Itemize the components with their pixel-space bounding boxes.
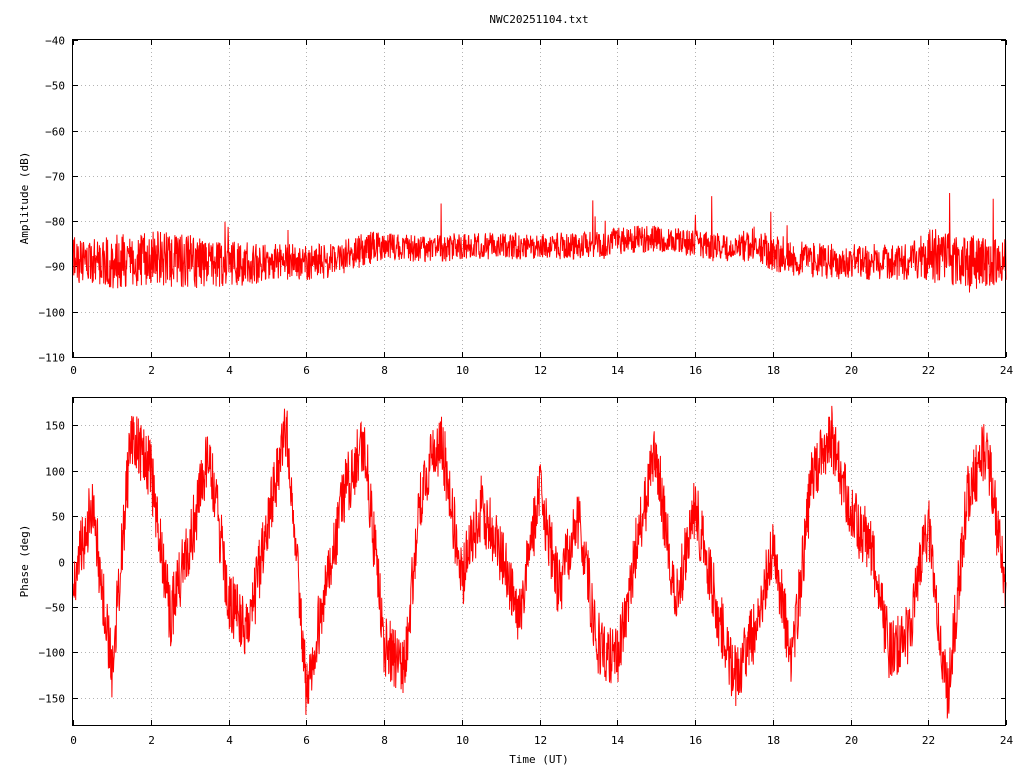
phase-x-tick-label: 24 bbox=[1000, 734, 1014, 747]
amplitude-y-tick-label: −110 bbox=[39, 352, 66, 365]
amplitude-plot-frame bbox=[72, 39, 1006, 358]
amplitude-x-tick-label: 8 bbox=[381, 364, 388, 377]
amplitude-series bbox=[72, 192, 1007, 293]
phase-x-tick-label: 2 bbox=[148, 734, 155, 747]
amplitude-x-tick-label: 24 bbox=[1000, 364, 1014, 377]
amplitude-series-line bbox=[72, 192, 1007, 293]
amplitude-x-tick-label: 2 bbox=[148, 364, 155, 377]
phase-y-tick-label: 50 bbox=[52, 511, 65, 524]
phase-y-tick-label: 0 bbox=[58, 557, 65, 570]
phase-x-axis-label: Time (UT) bbox=[509, 753, 569, 766]
amplitude-y-tick-label: −40 bbox=[45, 35, 65, 48]
amplitude-y-tick-label: −80 bbox=[45, 216, 65, 229]
phase-x-tick-label: 20 bbox=[845, 734, 858, 747]
amplitude-y-tick-label: −100 bbox=[39, 307, 66, 320]
amplitude-x-tick-label: 18 bbox=[767, 364, 780, 377]
amplitude-y-tick-label: −90 bbox=[45, 261, 65, 274]
amplitude-x-tick-label: 14 bbox=[611, 364, 625, 377]
amplitude-x-tick-label: 10 bbox=[456, 364, 469, 377]
phase-x-tick-label: 16 bbox=[689, 734, 702, 747]
phase-x-tick-label: 18 bbox=[767, 734, 780, 747]
amplitude-x-tick-label: 22 bbox=[922, 364, 935, 377]
phase-y-tick-label: −50 bbox=[45, 602, 65, 615]
amplitude-x-tick-label: 4 bbox=[226, 364, 233, 377]
amplitude-panel: 0 2 4 6 8 10 12 14 16 18 20 22 24−40−50−60−70−80−90−… bbox=[18, 35, 1013, 378]
phase-series bbox=[72, 405, 1007, 719]
amplitude-y-tick-label: −60 bbox=[45, 126, 65, 139]
amplitude-x-tick-label: 20 bbox=[845, 364, 858, 377]
phase-y-tick-label: −100 bbox=[39, 647, 66, 660]
phase-x-tick-label: 22 bbox=[922, 734, 935, 747]
phase-x-tick-label: 14 bbox=[611, 734, 625, 747]
phase-x-tick-label: 4 bbox=[226, 734, 233, 747]
phase-y-tick-label: 100 bbox=[45, 466, 65, 479]
amplitude-x-tick-label: 16 bbox=[689, 364, 702, 377]
amplitude-y-tick-label: −50 bbox=[45, 80, 65, 93]
phase-x-tick-label: 10 bbox=[456, 734, 469, 747]
amplitude-x-tick-label: 6 bbox=[303, 364, 310, 377]
amplitude-x-tick-label: 0 bbox=[70, 364, 77, 377]
chart-title: NWC20251104.txt bbox=[489, 13, 588, 26]
amplitude-y-tick-label: −70 bbox=[45, 171, 65, 184]
phase-ticks: 0 2 4 6 8 10 12 14 16 18 20 22 24150100500−50−100−15… bbox=[39, 398, 1014, 747]
amplitude-ticks: 0 2 4 6 8 10 12 14 16 18 20 22 24−40−50−60−70−80−90−… bbox=[39, 35, 1014, 378]
phase-gridlines bbox=[73, 398, 1006, 725]
phase-panel: 0 2 4 6 8 10 12 14 16 18 20 22 24150100500−50−100−15… bbox=[18, 397, 1014, 766]
phase-x-tick-label: 6 bbox=[303, 734, 310, 747]
phase-y-axis-label: Phase (deg) bbox=[18, 525, 31, 598]
phase-x-tick-label: 8 bbox=[381, 734, 388, 747]
phase-y-tick-label: 150 bbox=[45, 420, 65, 433]
amplitude-y-axis-label: Amplitude (dB) bbox=[18, 152, 31, 245]
phase-x-tick-label: 0 bbox=[70, 734, 77, 747]
amplitude-gridlines bbox=[73, 40, 1006, 357]
phase-y-tick-label: −150 bbox=[39, 693, 66, 706]
amplitude-x-tick-label: 12 bbox=[534, 364, 547, 377]
phase-plot-frame bbox=[72, 397, 1006, 726]
phase-series-line bbox=[72, 405, 1007, 719]
phase-x-tick-label: 12 bbox=[534, 734, 547, 747]
